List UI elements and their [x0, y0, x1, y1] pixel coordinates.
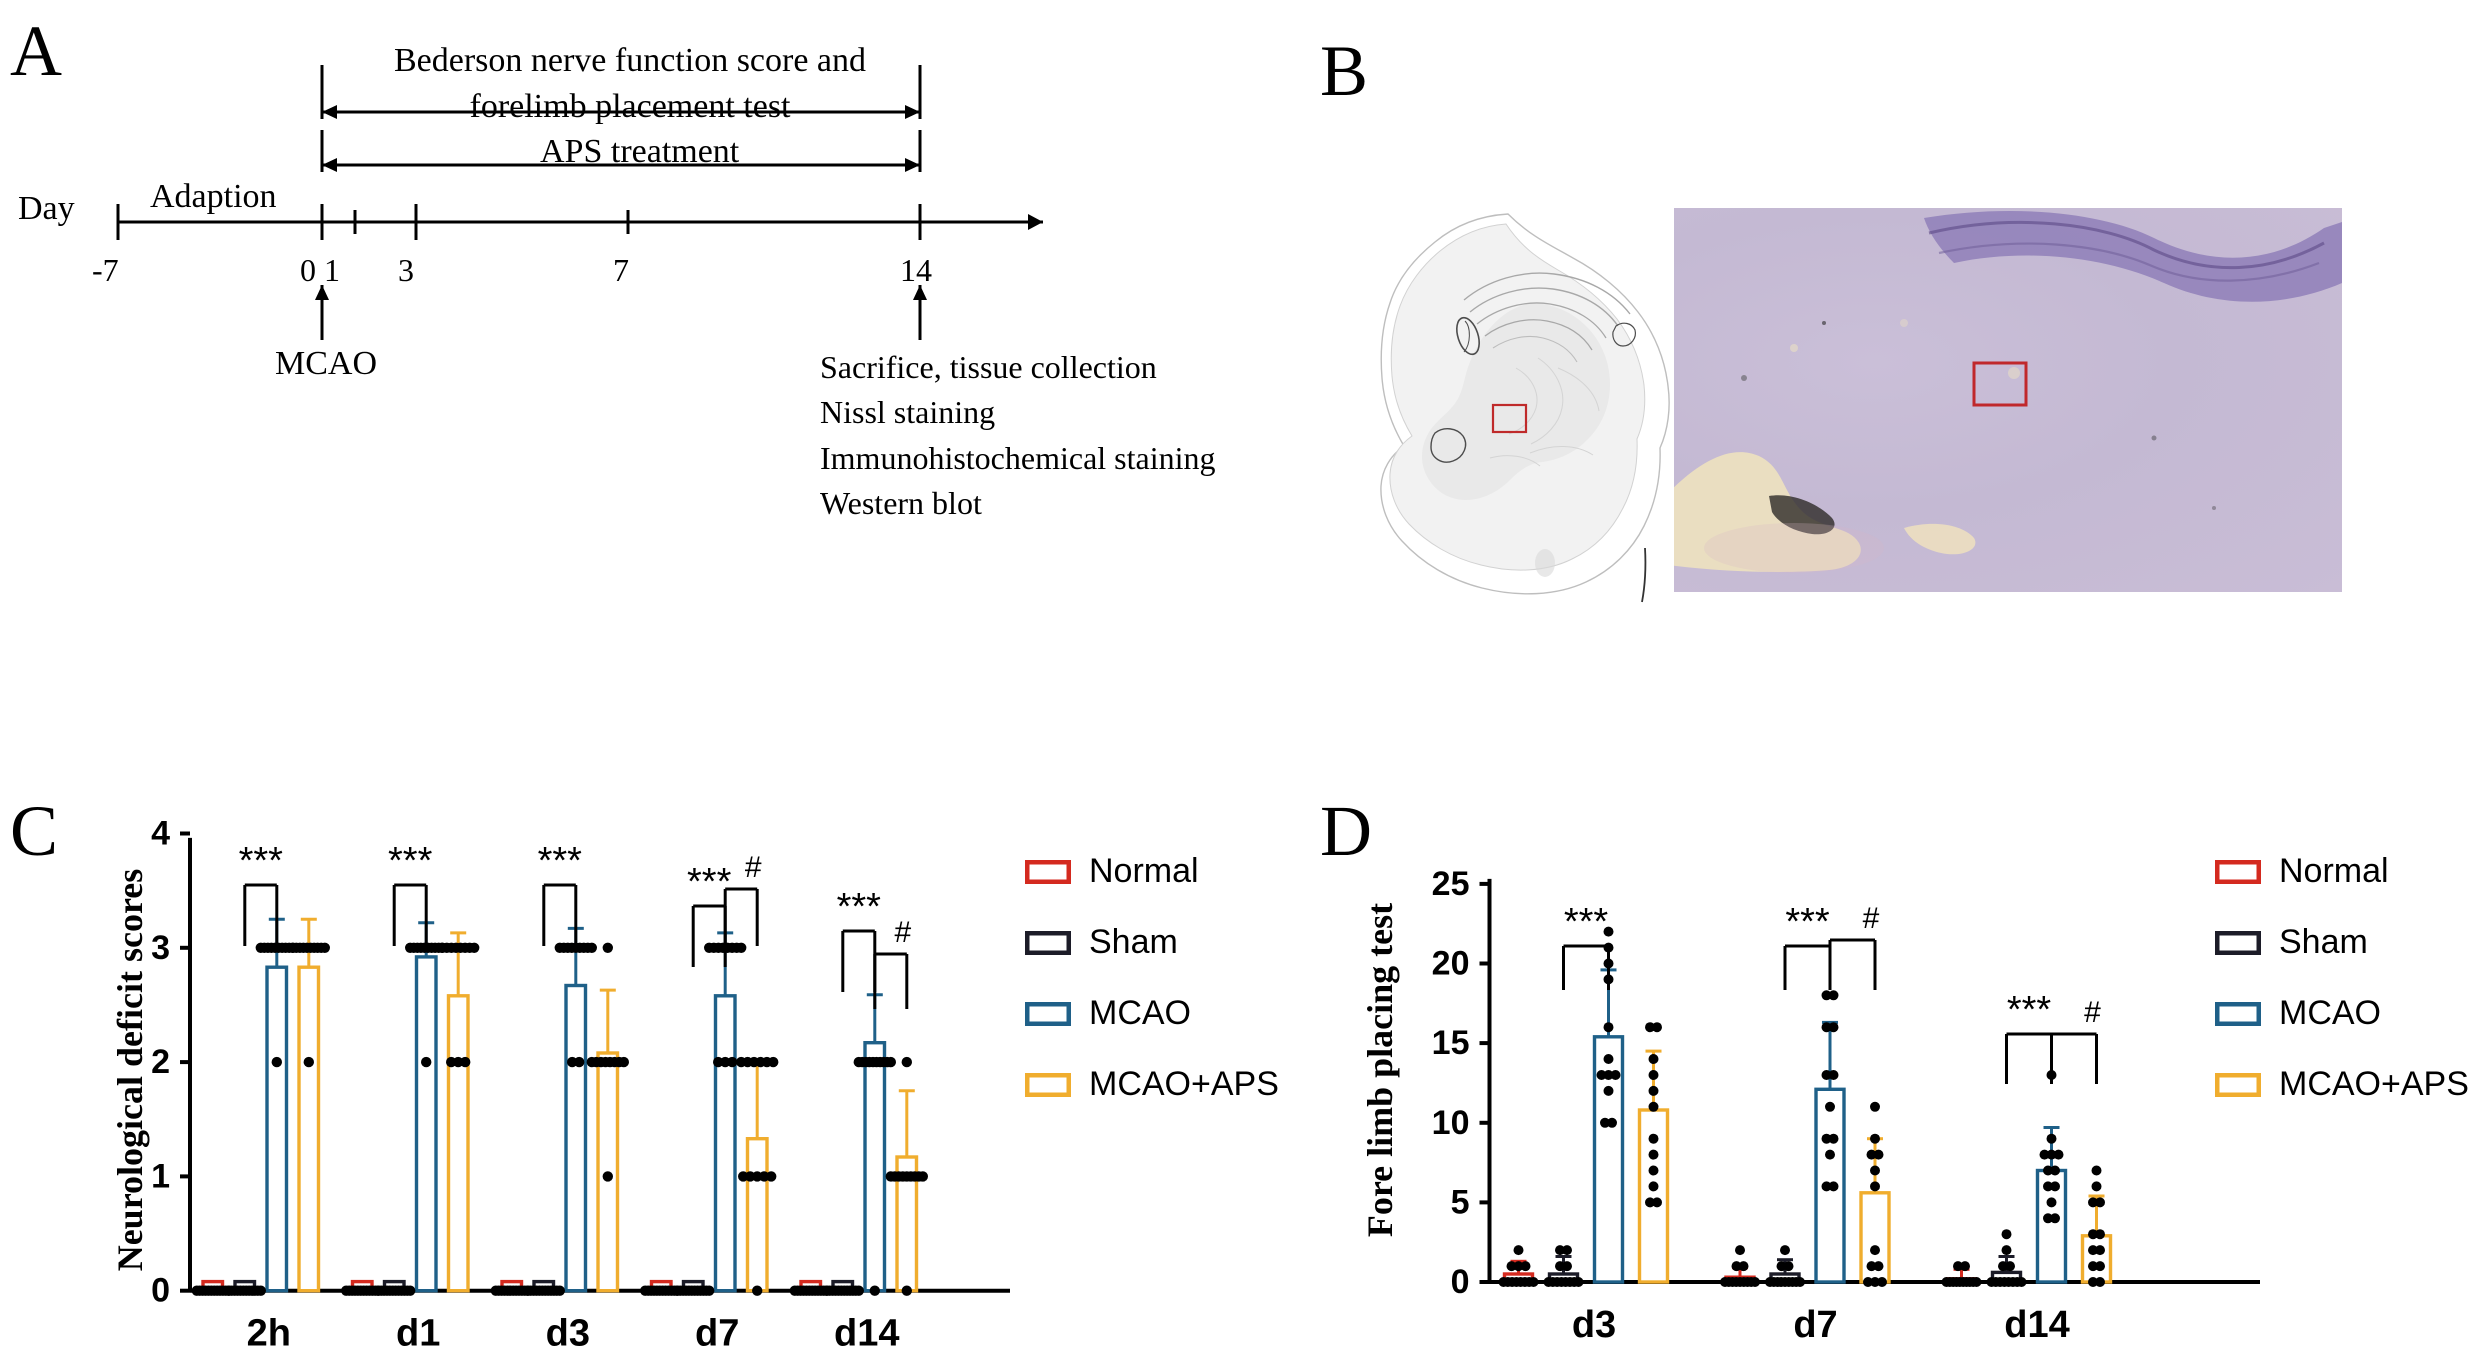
svg-text:#: # — [2084, 996, 2101, 1029]
svg-text:d3: d3 — [1572, 1304, 1616, 1346]
svg-text:***: *** — [538, 840, 583, 882]
svg-text:***: *** — [239, 840, 284, 882]
svg-text:2: 2 — [151, 1043, 170, 1081]
svg-text:d14: d14 — [834, 1313, 899, 1355]
svg-text:***: *** — [1564, 901, 1609, 943]
svg-text:***: *** — [2007, 989, 2052, 1031]
svg-text:d14: d14 — [2004, 1304, 2069, 1346]
svg-text:25: 25 — [1432, 865, 1470, 903]
svg-text:3: 3 — [151, 929, 170, 967]
svg-text:***: *** — [388, 840, 433, 882]
svg-text:4: 4 — [151, 815, 170, 853]
svg-text:d3: d3 — [546, 1313, 590, 1355]
svg-text:#: # — [894, 916, 911, 949]
svg-text:***: *** — [837, 886, 882, 928]
svg-text:0: 0 — [151, 1272, 170, 1310]
svg-text:***: *** — [1785, 901, 1830, 943]
svg-text:d7: d7 — [1793, 1304, 1837, 1346]
svg-text:2h: 2h — [247, 1313, 291, 1355]
svg-text:10: 10 — [1432, 1104, 1470, 1142]
svg-text:#: # — [1863, 902, 1880, 935]
svg-text:#: # — [745, 851, 762, 884]
svg-text:1: 1 — [151, 1157, 170, 1195]
svg-text:0: 0 — [1451, 1263, 1470, 1301]
svg-text:d7: d7 — [695, 1313, 739, 1355]
svg-text:5: 5 — [1451, 1183, 1470, 1221]
svg-text:15: 15 — [1432, 1024, 1470, 1062]
svg-text:20: 20 — [1432, 945, 1470, 983]
svg-text:d1: d1 — [396, 1313, 440, 1355]
